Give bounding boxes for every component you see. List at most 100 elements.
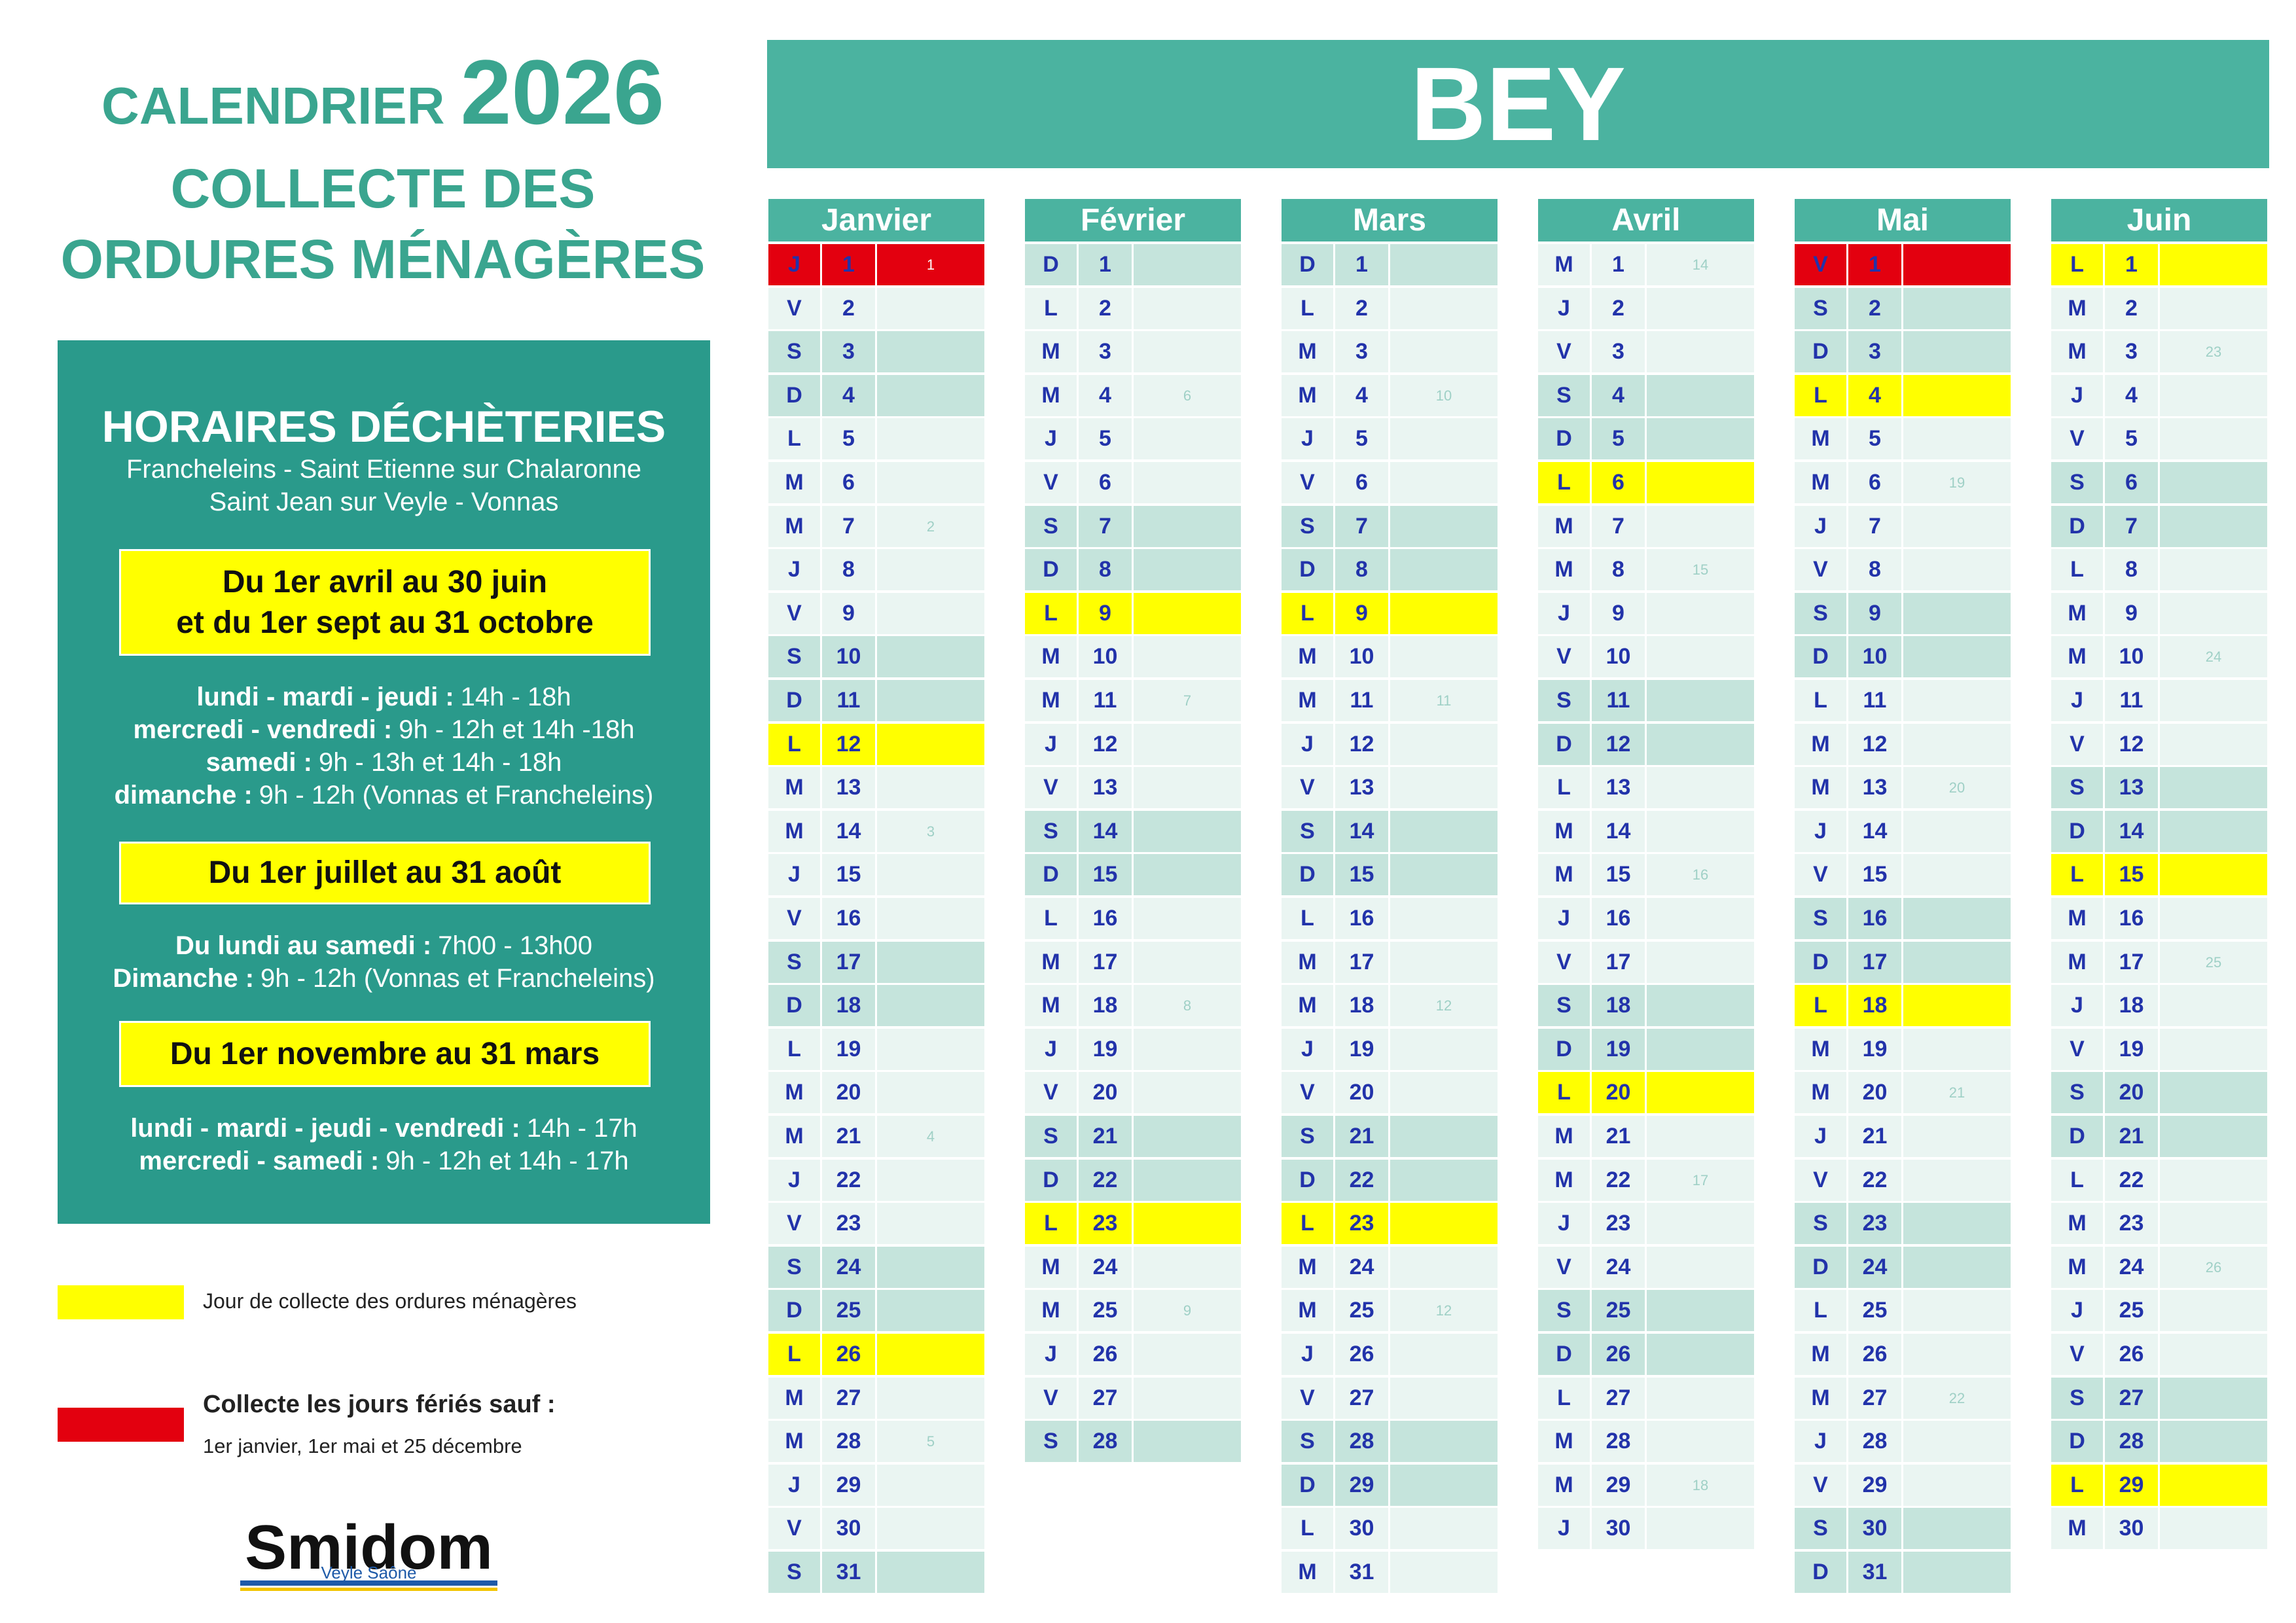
week-cell: [877, 374, 984, 416]
week-cell: [877, 418, 984, 460]
hours-times: 7h00 - 13h00: [438, 931, 592, 960]
hours-times: 14h - 17h: [526, 1114, 637, 1143]
hours-days: mercredi - samedi :: [139, 1147, 380, 1175]
day-number: 10: [822, 636, 875, 678]
week-cell: [1390, 1116, 1498, 1157]
day-number: 17: [1079, 941, 1132, 983]
day-number: 14: [822, 810, 875, 852]
day-number: 26: [1335, 1334, 1388, 1375]
day-letter: L: [2051, 1159, 2103, 1201]
day-letter: S: [1025, 1421, 1077, 1463]
week-cell: 16: [1647, 854, 1754, 896]
day-number: 11: [1079, 680, 1132, 721]
day-letter: V: [1282, 462, 1333, 503]
week-cell: [2160, 462, 2267, 503]
day-letter: D: [1282, 549, 1333, 591]
day-letter: D: [1538, 1028, 1590, 1070]
day-letter: J: [1795, 1116, 1846, 1157]
day-number: 27: [1079, 1377, 1132, 1419]
day-number: 1: [2105, 244, 2158, 285]
hours-line: samedi :9h - 13h et 14h - 18h: [58, 746, 710, 779]
week-cell: [1390, 592, 1498, 634]
day-number: 1: [1592, 244, 1645, 285]
day-number: 20: [1848, 1072, 1901, 1114]
day-number: 5: [822, 418, 875, 460]
day-number: 7: [1848, 505, 1901, 547]
logo-stripe: [240, 1580, 497, 1586]
week-cell: 12: [1390, 985, 1498, 1027]
day-letter: M: [1282, 636, 1333, 678]
day-letter: L: [1538, 1377, 1590, 1419]
day-letter: L: [768, 1334, 820, 1375]
week-cell: [1134, 1116, 1241, 1157]
day-number: 10: [1848, 636, 1901, 678]
period-label-line: et du 1er sept au 31 octobre: [176, 605, 594, 640]
day-number: 19: [1079, 1028, 1132, 1070]
day-number: 28: [1335, 1421, 1388, 1463]
week-cell: 3: [877, 810, 984, 852]
day-letter: S: [2051, 1377, 2103, 1419]
day-number: 22: [822, 1159, 875, 1201]
day-number: 16: [2105, 898, 2158, 939]
day-letter: S: [768, 1246, 820, 1288]
day-letter: J: [1538, 1508, 1590, 1550]
week-cell: 5: [877, 1421, 984, 1463]
day-number: 25: [822, 1290, 875, 1332]
day-letter: V: [1025, 1072, 1077, 1114]
day-letter: D: [768, 1290, 820, 1332]
day-number: 15: [1079, 854, 1132, 896]
week-cell: [1903, 505, 2011, 547]
day-number: 17: [1592, 941, 1645, 983]
day-letter: J: [768, 244, 820, 285]
day-number: 21: [1848, 1116, 1901, 1157]
day-number: 7: [1079, 505, 1132, 547]
day-number: 21: [2105, 1116, 2158, 1157]
day-letter: S: [768, 1552, 820, 1593]
day-number: 10: [1079, 636, 1132, 678]
day-number: 31: [822, 1552, 875, 1593]
day-letter: M: [1282, 374, 1333, 416]
day-letter: S: [2051, 767, 2103, 809]
hours-days: mercredi - vendredi :: [133, 715, 393, 744]
week-cell: [1903, 810, 2011, 852]
week-cell: [877, 680, 984, 721]
week-cell: [2160, 1334, 2267, 1375]
period-label-line: Du 1er juillet au 31 août: [208, 855, 562, 890]
hours-title: HORAIRES DÉCHÈTERIES: [101, 402, 666, 452]
day-letter: L: [1795, 680, 1846, 721]
day-number: 12: [822, 723, 875, 765]
week-cell: [1390, 636, 1498, 678]
day-number: 5: [1848, 418, 1901, 460]
day-letter: L: [1795, 374, 1846, 416]
day-letter: M: [1538, 1464, 1590, 1506]
day-letter: L: [1538, 1072, 1590, 1114]
location: Francheleins - Saint Etienne sur Chalaro…: [126, 455, 642, 484]
day-letter: D: [1282, 1159, 1333, 1201]
day-number: 29: [1335, 1464, 1388, 1506]
day-number: 11: [822, 680, 875, 721]
day-number: 5: [2105, 418, 2158, 460]
week-cell: [2160, 1072, 2267, 1114]
week-cell: [1903, 985, 2011, 1027]
day-number: 28: [822, 1421, 875, 1463]
day-number: 2: [1079, 287, 1132, 329]
day-number: 1: [1848, 244, 1901, 285]
day-number: 28: [1592, 1421, 1645, 1463]
day-letter: M: [2051, 1203, 2103, 1245]
week-cell: [1134, 1028, 1241, 1070]
day-letter: V: [1282, 1377, 1333, 1419]
day-letter: D: [1282, 1464, 1333, 1506]
week-cell: [1903, 680, 2011, 721]
day-number: 1: [822, 244, 875, 285]
day-letter: M: [1795, 1377, 1846, 1419]
day-number: 19: [2105, 1028, 2158, 1070]
hours-days: Dimanche :: [113, 964, 255, 993]
day-letter: D: [2051, 1421, 2103, 1463]
day-number: 15: [1335, 854, 1388, 896]
day-number: 6: [1592, 462, 1645, 503]
day-letter: S: [1538, 680, 1590, 721]
day-letter: M: [2051, 898, 2103, 939]
week-cell: [1134, 941, 1241, 983]
day-number: 18: [2105, 985, 2158, 1027]
title-word: CALENDRIER: [101, 77, 445, 135]
